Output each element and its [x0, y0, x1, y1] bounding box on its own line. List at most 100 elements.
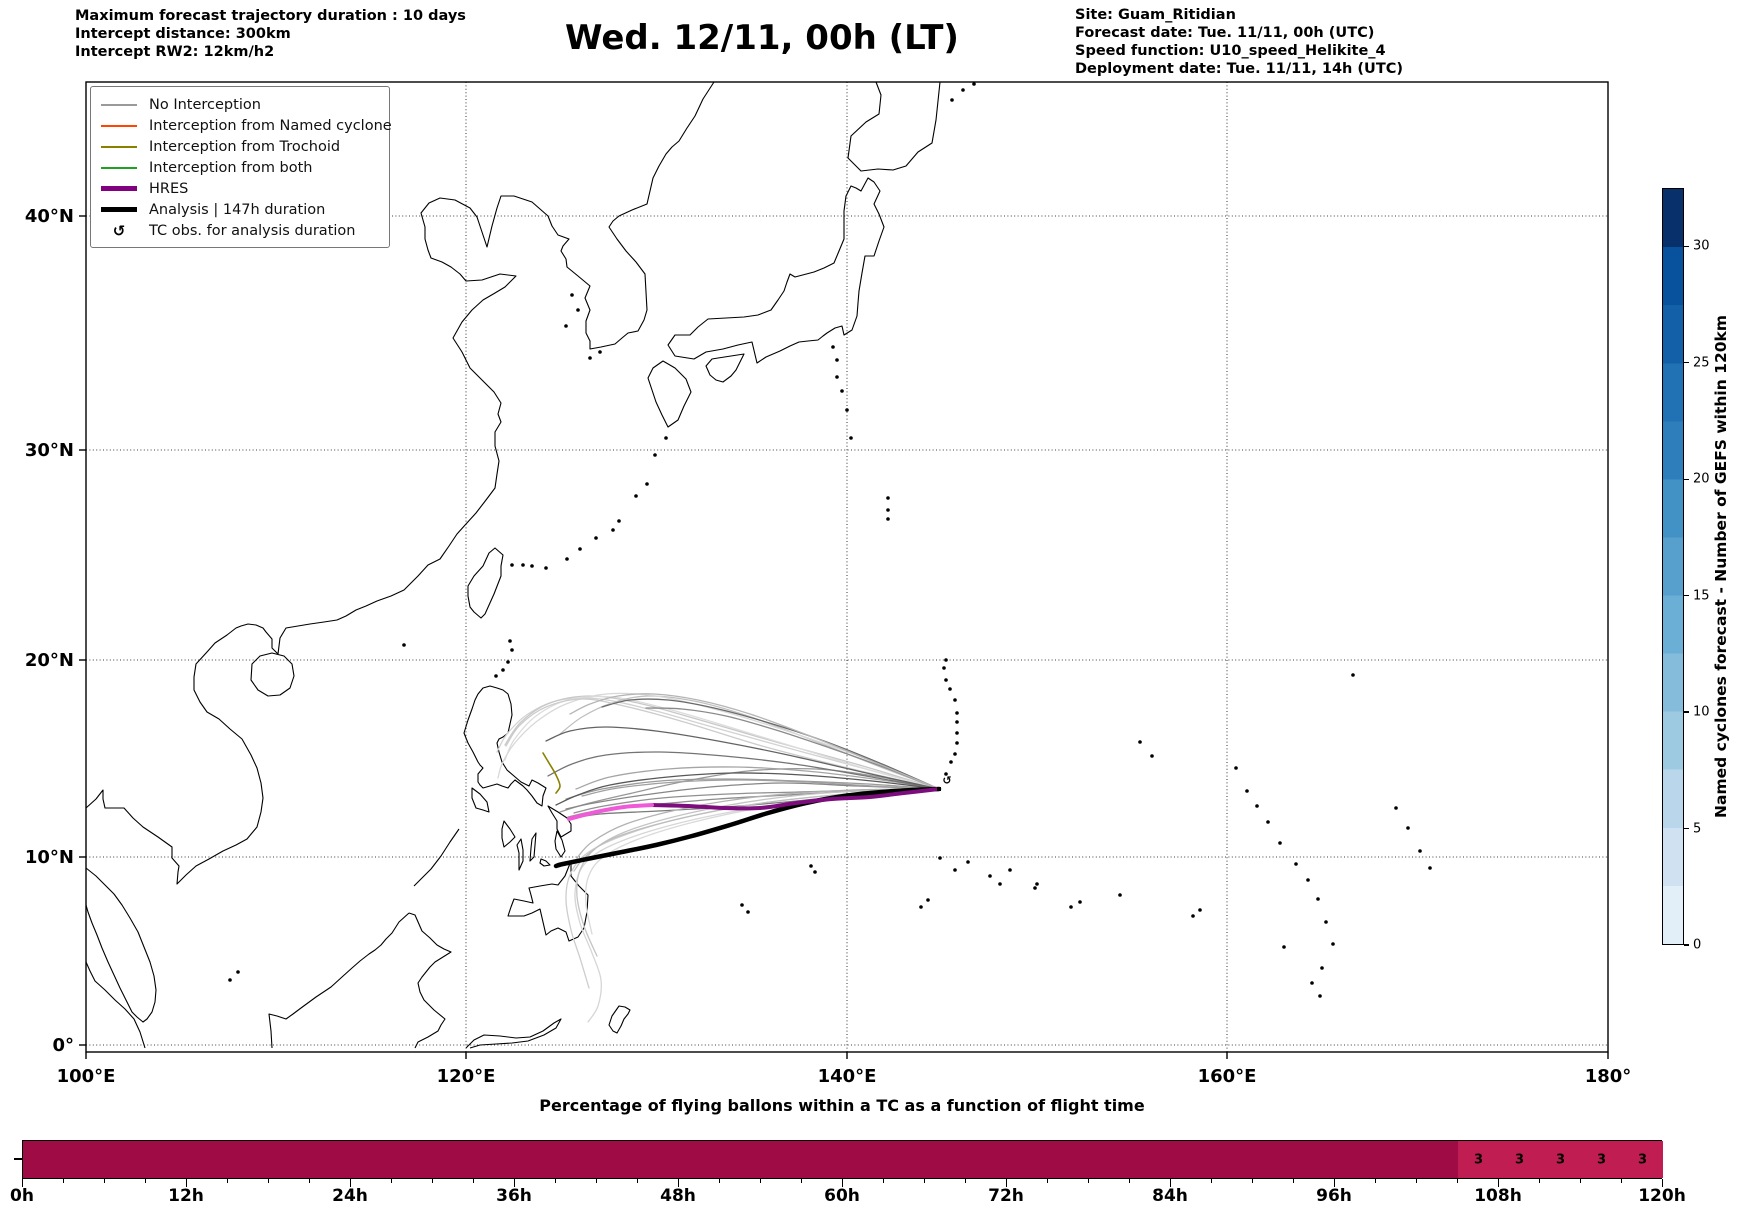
gefs-track	[545, 726, 940, 790]
valid-time-title: Wed. 12/11, 00h (LT)	[565, 18, 959, 58]
strip-axis-label: 24h	[332, 1186, 368, 1206]
coastline-mindoro	[471, 787, 490, 813]
coastline-borneo-west	[268, 912, 410, 1049]
colorbar-tick-label: 25	[1693, 355, 1710, 371]
coastline-hokkaido	[847, 81, 941, 172]
gefs-colorbar	[1662, 188, 1684, 945]
coastline-taiwan	[467, 547, 504, 619]
coastline-cebu	[529, 832, 537, 862]
gefs-track	[565, 782, 940, 810]
gefs-track	[574, 788, 940, 1023]
strip-segment	[1458, 1141, 1663, 1178]
strip-axis-tick	[309, 1179, 311, 1183]
forecast-date-text: Forecast date: Tue. 11/11, 00h (UTC)	[1075, 25, 1375, 41]
map-frame	[79, 81, 1609, 1059]
strip-axis-tick	[22, 1179, 24, 1187]
strip-axis-label: 60h	[824, 1186, 860, 1206]
strip-axis-label: 84h	[1152, 1186, 1188, 1206]
coastline-china-vietnam	[85, 195, 549, 885]
strip-axis-tick	[1293, 1179, 1295, 1183]
y-tick-label: 20°N	[25, 650, 74, 671]
strip-axis-tick	[63, 1179, 65, 1183]
strip-axis-label: 12h	[168, 1186, 204, 1206]
coastline-hainan	[250, 652, 295, 697]
strip-axis-tick	[104, 1179, 106, 1183]
strip-cell-count: 3	[1473, 1152, 1484, 1167]
y-tick-label: 40°N	[25, 206, 74, 227]
coastline-sumatra	[85, 961, 146, 1049]
gefs-track	[559, 767, 940, 813]
gefs-track	[576, 788, 940, 859]
hres-track	[650, 787, 941, 811]
strip-axis-tick	[1129, 1179, 1131, 1183]
island-dots	[228, 82, 1432, 998]
colorbar-tick	[1684, 944, 1689, 946]
strip-axis-tick	[1211, 1179, 1213, 1183]
intercept-rw2-text: Intercept RW2: 12km/h2	[75, 44, 275, 60]
gefs-track	[601, 698, 940, 790]
legend-line-swatch	[101, 124, 137, 127]
strip-axis-tick	[924, 1179, 926, 1183]
colorbar-tick	[1684, 245, 1689, 247]
deployment-date-text: Deployment date: Tue. 11/11, 14h (UTC)	[1075, 61, 1403, 77]
y-tick-label: 0°	[52, 1035, 74, 1056]
coastline-palawan	[413, 828, 460, 887]
strip-cell-count: 3	[1555, 1152, 1566, 1167]
map-legend: No Interception Interception from Named c…	[90, 86, 392, 248]
strip-axis-tick	[842, 1179, 844, 1187]
strip-axis-tick	[801, 1179, 803, 1183]
legend-item-label: Interception from both	[149, 159, 313, 176]
strip-axis-tick	[883, 1179, 885, 1183]
site-info-block: Site: Guam_Ritidian Forecast date: Tue. …	[1075, 6, 1403, 78]
coastline-bohol	[539, 858, 551, 867]
strip-axis-tick	[678, 1179, 680, 1187]
coastline-negros	[516, 838, 524, 871]
hres-track-start	[567, 803, 654, 821]
coastline-korea	[547, 81, 715, 350]
balloon-strip-title: Percentage of flying ballons within a TC…	[539, 1096, 1145, 1115]
colorbar-tick-label: 30	[1693, 238, 1710, 254]
colorbar-tick-label: 10	[1693, 704, 1710, 720]
strip-axis-tick	[350, 1179, 352, 1187]
site-name-text: Site: Guam_Ritidian	[1075, 7, 1236, 23]
gefs-track	[505, 698, 940, 790]
colorbar-tick-label: 0	[1693, 937, 1702, 953]
strip-segment	[23, 1141, 1458, 1178]
coastline-malay-peninsula	[85, 867, 157, 1023]
legend-item-label: TC obs. for analysis duration	[149, 222, 356, 239]
strip-axis-label: 72h	[988, 1186, 1024, 1206]
speed-function-text: Speed function: U10_speed_Helikite_4	[1075, 43, 1386, 59]
gefs-track	[565, 778, 940, 800]
y-tick-label: 10°N	[25, 847, 74, 868]
analysis-track	[553, 786, 942, 869]
strip-axis-tick	[1662, 1179, 1664, 1187]
strip-axis-tick	[1047, 1179, 1049, 1183]
strip-axis-tick	[760, 1179, 762, 1183]
legend-item: No Interception	[101, 94, 379, 115]
forecast-params-block: Maximum forecast trajectory duration : 1…	[75, 7, 466, 61]
y-tick-label: 30°N	[25, 440, 74, 461]
strip-cell-count: 3	[1637, 1152, 1648, 1167]
strip-axis-label: 120h	[1638, 1186, 1686, 1206]
legend-item: HRES	[101, 178, 379, 199]
strip-axis-tick	[473, 1179, 475, 1183]
colorbar-tick-label: 20	[1693, 471, 1710, 487]
tc-obs-icon: ↺	[942, 774, 951, 787]
legend-item: Interception from Named cyclone	[101, 115, 392, 136]
gefs-track	[581, 779, 940, 797]
strip-axis-tick	[719, 1179, 721, 1183]
strip-axis-tick	[1252, 1179, 1254, 1183]
gefs-track	[497, 692, 940, 790]
strip-axis-tick	[1088, 1179, 1090, 1183]
strip-axis-tick	[391, 1179, 393, 1183]
legend-line-swatch	[101, 207, 137, 212]
legend-item-label: Interception from Trochoid	[149, 138, 341, 155]
trochoid-track	[542, 752, 561, 794]
colorbar-tick	[1684, 827, 1689, 830]
gefs-track	[504, 695, 940, 790]
coastline-shikoku	[705, 353, 745, 383]
strip-axis-tick	[1375, 1179, 1377, 1183]
legend-item-label: Interception from Named cyclone	[149, 117, 392, 134]
gefs-track	[569, 693, 940, 790]
